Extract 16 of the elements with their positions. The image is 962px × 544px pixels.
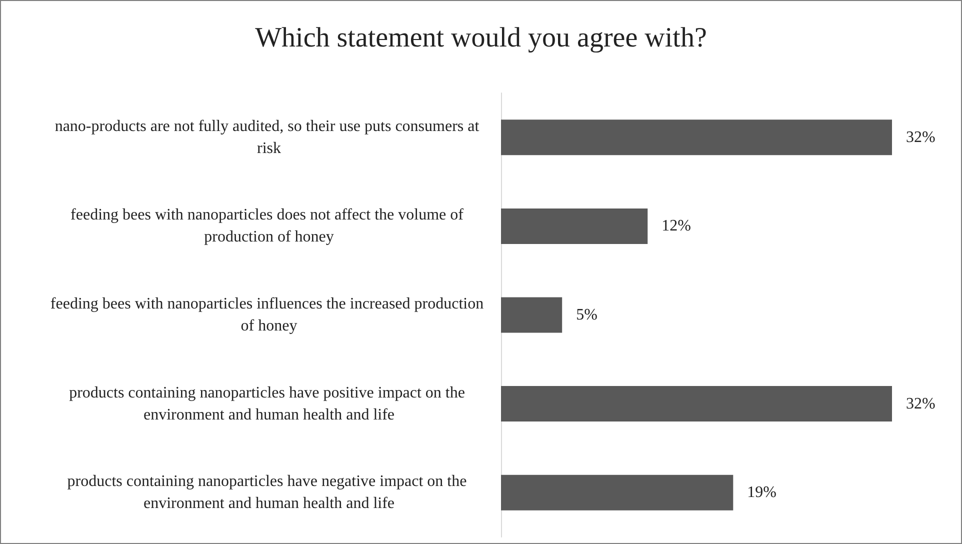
y-tick-label: feeding bees with nanoparticles does not affect the volume of production of honey xyxy=(70,206,468,246)
y-tick-label: nano-products are not fully audited, so their use puts consumers at risk xyxy=(54,118,484,157)
data-label: 32% xyxy=(906,128,936,146)
data-label: 5% xyxy=(576,306,598,324)
data-label: 19% xyxy=(747,484,776,502)
y-tick-label: products containing nanoparticles have negative impact on the environment and human health and life xyxy=(67,473,471,512)
y-tick-label: products containing nanoparticles have positive impact on the environment and human health and life xyxy=(69,384,469,424)
bar xyxy=(501,386,892,422)
bar xyxy=(501,474,734,510)
chart-title: Which statement would you agree with? xyxy=(255,22,707,54)
bar xyxy=(501,120,892,156)
y-tick-label: feeding bees with nanoparticles influences the increased production of honey xyxy=(50,296,488,334)
data-label: 32% xyxy=(906,395,936,412)
bar xyxy=(501,297,562,333)
data-label: 12% xyxy=(662,218,691,235)
bar xyxy=(501,208,648,244)
